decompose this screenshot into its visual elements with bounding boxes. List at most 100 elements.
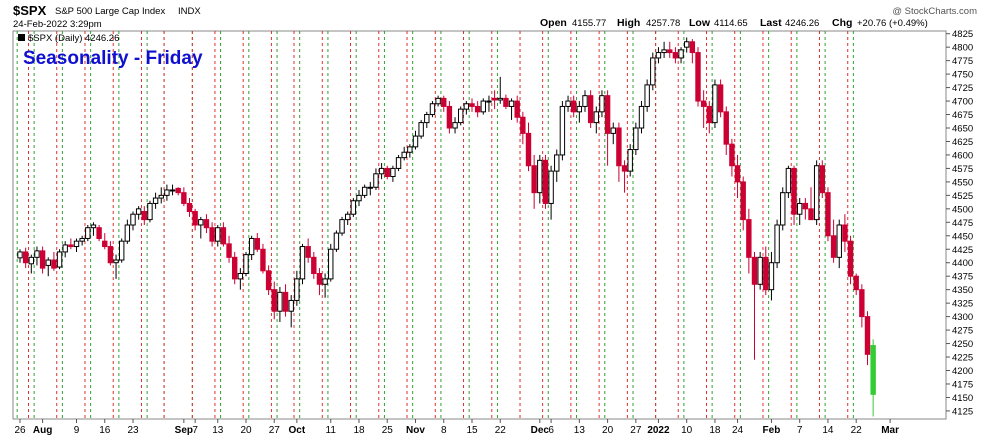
candle xyxy=(181,187,187,207)
candle xyxy=(802,198,809,220)
candle-body xyxy=(627,149,633,172)
candle xyxy=(356,189,362,207)
candle xyxy=(565,95,571,112)
chart-title: Seasonality - Friday xyxy=(23,48,203,69)
candle xyxy=(107,241,114,266)
candle-body xyxy=(537,159,543,194)
y-tick-label: 4150 xyxy=(952,393,973,404)
candle xyxy=(469,98,475,112)
y-tick-label: 4650 xyxy=(952,124,973,135)
candle-body xyxy=(316,273,323,285)
index-name: S&P 500 Large Cap Index xyxy=(55,6,165,17)
candle xyxy=(68,238,74,250)
candle xyxy=(254,233,261,252)
quote-last-label: Last xyxy=(760,17,782,29)
candle-body xyxy=(164,189,170,196)
candle-body xyxy=(209,227,215,242)
candle xyxy=(152,192,159,209)
candle xyxy=(542,154,549,209)
candle-body xyxy=(102,240,108,248)
candle xyxy=(582,90,588,112)
candle-body xyxy=(780,192,786,226)
x-tick-label: 18 xyxy=(709,425,721,436)
legend-label: $SPX (Daily) 4246.26 xyxy=(28,33,119,44)
x-tick-label: 7 xyxy=(797,425,803,436)
candle xyxy=(265,265,272,296)
candle xyxy=(746,208,752,274)
candle xyxy=(232,251,238,285)
candle xyxy=(559,101,566,161)
x-tick-label: 26 xyxy=(14,425,26,436)
candle xyxy=(853,273,859,296)
x-tick-label: Aug xyxy=(33,425,52,436)
x-tick-label: 13 xyxy=(574,425,586,436)
candle xyxy=(328,243,334,282)
candle-body xyxy=(390,167,396,178)
candle xyxy=(503,94,509,110)
candle-body xyxy=(847,240,854,277)
candle-body xyxy=(260,248,266,272)
candle xyxy=(130,211,136,231)
candle xyxy=(576,101,583,123)
candle xyxy=(644,79,650,112)
candle xyxy=(768,251,775,301)
candle-body xyxy=(497,97,503,101)
candle-body xyxy=(333,232,340,250)
candle xyxy=(813,160,820,225)
candle-body xyxy=(28,256,35,265)
candle-body xyxy=(277,291,283,312)
candle-body xyxy=(604,95,611,134)
candle xyxy=(373,168,379,190)
candle xyxy=(441,95,447,112)
candle xyxy=(825,187,831,242)
candle xyxy=(124,219,131,244)
legend-swatch xyxy=(18,34,25,41)
y-axis: 4125 4150 4175 4200 4225 4250 4275 4300 4325 4350… xyxy=(946,29,973,417)
candle-body xyxy=(299,246,306,280)
y-tick-label: 4525 xyxy=(952,191,973,202)
candle-body xyxy=(717,84,724,113)
candle-body xyxy=(525,132,532,167)
candle-body xyxy=(119,240,125,261)
y-tick-label: 4250 xyxy=(952,339,973,350)
y-tick-label: 4775 xyxy=(952,56,973,67)
candle xyxy=(56,249,63,270)
candle xyxy=(79,235,85,246)
x-tick-label: 20 xyxy=(240,425,252,436)
y-tick-label: 4275 xyxy=(952,326,973,337)
plot-frame xyxy=(12,30,947,420)
candle xyxy=(119,238,125,263)
candle-body xyxy=(288,299,294,312)
candle-body xyxy=(785,167,792,194)
candle-body xyxy=(593,111,599,124)
candle xyxy=(435,95,441,107)
candle-body xyxy=(819,165,825,194)
candle xyxy=(830,219,837,263)
candle xyxy=(361,184,368,199)
candle xyxy=(384,165,390,180)
candle xyxy=(610,122,616,145)
candle xyxy=(571,95,577,118)
y-tick-label: 4125 xyxy=(952,406,973,417)
candle xyxy=(661,41,667,58)
candle-body xyxy=(684,41,690,48)
candle-body xyxy=(700,100,707,107)
candle xyxy=(587,90,594,128)
candle xyxy=(350,198,357,217)
candle xyxy=(51,251,57,271)
candle xyxy=(418,119,424,139)
candle-body xyxy=(147,202,153,221)
x-tick-label: 22 xyxy=(851,425,863,436)
candle xyxy=(429,101,436,118)
candle xyxy=(604,90,611,166)
y-tick-label: 4800 xyxy=(952,43,973,54)
candle xyxy=(209,222,215,247)
candle xyxy=(215,225,221,247)
candle-body xyxy=(610,127,616,134)
candle-body xyxy=(429,103,436,116)
candle-body xyxy=(661,49,667,54)
x-tick-label: 20 xyxy=(602,425,614,436)
candle-body xyxy=(401,151,407,159)
candle-body xyxy=(565,100,571,107)
